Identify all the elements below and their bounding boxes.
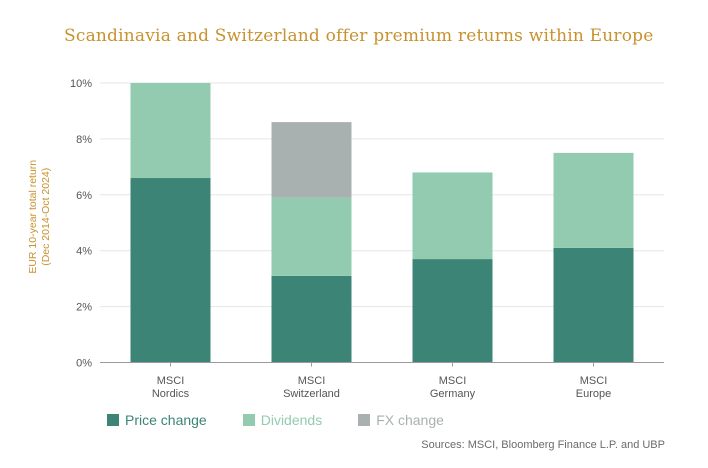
y-tick-label: 6% <box>76 190 92 202</box>
chart-title: Scandinavia and Switzerland offer premiu… <box>64 26 654 46</box>
legend-label: Dividends <box>260 412 323 428</box>
x-tick-label: Switzerland <box>283 388 340 400</box>
y-tick-label: 0% <box>76 358 92 370</box>
x-tick-label: Europe <box>576 388 611 400</box>
bar-segment <box>130 83 211 179</box>
bar-segment <box>271 197 352 276</box>
y-tick-label: 8% <box>76 134 92 146</box>
legend-label: FX change <box>376 412 444 428</box>
legend-label: Price change <box>125 412 207 428</box>
bar-segment <box>553 247 634 363</box>
axis-layer: 0%2%4%6%8%10%MSCINordicsMSCISwitzerlandM… <box>70 78 664 400</box>
y-axis-label-line: EUR 10-year total return <box>27 160 39 274</box>
y-tick-label: 10% <box>70 78 92 90</box>
bar-segment <box>553 152 634 248</box>
y-tick-label: 2% <box>76 302 92 314</box>
legend-swatch <box>107 414 119 426</box>
legend-swatch <box>242 414 255 426</box>
source-note: Sources: MSCI, Bloomberg Finance L.P. an… <box>421 439 665 451</box>
y-axis-label: EUR 10-year total return (Dec 2014-Oct 20… <box>27 160 52 274</box>
x-tick-label: MSCI <box>157 375 185 387</box>
x-tick-label: MSCI <box>298 375 326 387</box>
bar-segment <box>412 172 493 260</box>
legend-item: FX change <box>358 412 444 428</box>
x-tick-label: Nordics <box>152 388 190 400</box>
x-tick-label: MSCI <box>439 375 467 387</box>
x-tick-label: MSCI <box>580 375 608 387</box>
bar-segment <box>130 178 211 363</box>
x-tick-label: Germany <box>430 388 476 400</box>
y-tick-label: 4% <box>76 246 92 258</box>
bar-segment <box>271 275 352 363</box>
bar-segment <box>271 122 352 198</box>
legend-item: Price change <box>107 412 207 428</box>
bar-segment <box>412 259 493 363</box>
bar-layer <box>130 83 634 363</box>
legend-swatch <box>358 414 371 426</box>
y-axis-label-line: (Dec 2014-Oct 2024) <box>40 168 52 266</box>
legend: Price change Dividends FX change <box>107 412 480 428</box>
legend-item: Dividends <box>242 412 323 428</box>
